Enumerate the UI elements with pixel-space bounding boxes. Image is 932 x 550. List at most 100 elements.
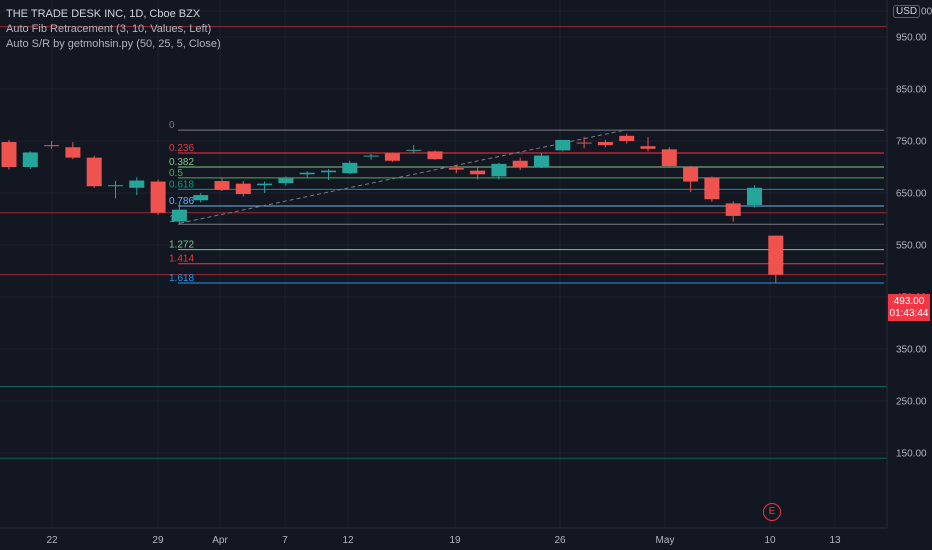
candle-body xyxy=(597,142,613,146)
currency-button[interactable]: USD xyxy=(893,5,921,18)
candle[interactable] xyxy=(65,142,81,160)
candle[interactable] xyxy=(683,165,699,192)
candle-body xyxy=(342,162,358,174)
bar-countdown: 01:43:44 xyxy=(889,308,929,319)
candle-body xyxy=(683,167,699,182)
earnings-marker[interactable]: E xyxy=(763,503,781,521)
fib-indicator-label[interactable]: Auto Fib Retracement (3, 10, Values, Lef… xyxy=(6,23,212,35)
candle-body xyxy=(171,209,187,222)
time-tick-label: 13 xyxy=(829,535,841,546)
candle[interactable] xyxy=(171,202,187,225)
price-axis: 1000.00950.00850.00750.00650.00550.00450… xyxy=(896,7,932,460)
candle[interactable] xyxy=(86,155,102,188)
candle[interactable] xyxy=(512,157,528,171)
sr-indicator-label[interactable]: Auto S/R by getmohsin.py (50, 25, 5, Clo… xyxy=(6,38,221,50)
fib-label: 1.618 xyxy=(169,273,194,284)
candle[interactable] xyxy=(427,150,443,160)
candle[interactable] xyxy=(150,179,166,215)
candle-body xyxy=(150,181,166,213)
price-tick-label: 850.00 xyxy=(896,85,927,96)
candle[interactable] xyxy=(108,181,123,199)
fib-label: 1.414 xyxy=(169,254,194,265)
candles xyxy=(1,133,784,283)
candle[interactable] xyxy=(384,152,400,162)
candle[interactable] xyxy=(725,201,741,222)
candle-body xyxy=(512,160,528,167)
candle[interactable] xyxy=(321,169,336,180)
last-price-tag: 493.00 01:43:44 xyxy=(888,294,930,321)
candle[interactable] xyxy=(597,139,613,148)
price-tick-label: 250.00 xyxy=(896,397,927,408)
candle[interactable] xyxy=(22,151,38,170)
candle[interactable] xyxy=(640,136,656,152)
time-tick-label: 29 xyxy=(152,535,164,546)
candle-body xyxy=(1,142,17,167)
candle-body xyxy=(129,180,145,188)
price-tick-label: 550.00 xyxy=(896,241,927,252)
candle-body xyxy=(235,183,251,195)
candle[interactable] xyxy=(704,176,720,202)
candle-body xyxy=(534,155,549,167)
fib-trend-line xyxy=(179,129,626,224)
price-tick-label: 350.00 xyxy=(896,345,927,356)
candle[interactable] xyxy=(363,154,379,160)
time-tick-label: 10 xyxy=(764,535,776,546)
candle[interactable] xyxy=(235,181,251,197)
candle[interactable] xyxy=(299,171,315,178)
candle[interactable] xyxy=(747,185,762,208)
time-tick-label: 12 xyxy=(342,535,354,546)
fib-label: 0.382 xyxy=(169,157,194,168)
candle[interactable] xyxy=(406,145,422,154)
candle[interactable] xyxy=(1,139,17,170)
candle[interactable] xyxy=(257,181,273,193)
candle[interactable] xyxy=(491,162,507,180)
candle[interactable] xyxy=(342,160,358,175)
candle-body xyxy=(555,139,571,151)
candle[interactable] xyxy=(619,133,635,144)
support-resistance-lines xyxy=(0,26,887,459)
candle-body xyxy=(321,170,336,173)
candle-body xyxy=(768,235,784,275)
candle-body xyxy=(108,185,123,187)
chart-legend: THE TRADE DESK INC, 1D, Cboe BZX Auto Fi… xyxy=(6,7,221,52)
time-tick-label: 26 xyxy=(554,535,566,546)
candle[interactable] xyxy=(44,141,60,149)
candle[interactable] xyxy=(129,177,145,196)
fib-label: 0.5 xyxy=(169,168,183,179)
candle[interactable] xyxy=(576,136,592,149)
candle[interactable] xyxy=(768,235,784,283)
candle-body xyxy=(193,195,209,201)
candle-body xyxy=(427,151,443,160)
candle-body xyxy=(725,203,741,216)
candle-body xyxy=(299,172,315,175)
candle-body xyxy=(470,170,486,175)
candle-body xyxy=(65,147,81,158)
candle-body xyxy=(491,163,507,177)
fib-label: 0.236 xyxy=(169,143,194,154)
candle-body xyxy=(363,155,379,157)
time-tick-label: 7 xyxy=(282,535,288,546)
candle[interactable] xyxy=(470,167,486,180)
candle[interactable] xyxy=(661,147,677,167)
candle[interactable] xyxy=(214,178,230,191)
candle-body xyxy=(619,135,635,141)
candle-body xyxy=(640,146,656,149)
candle-body xyxy=(214,181,230,190)
candle[interactable] xyxy=(555,139,571,152)
candle[interactable] xyxy=(278,176,294,186)
candle-body xyxy=(44,145,60,147)
candle-body xyxy=(448,168,464,170)
candle-body xyxy=(661,149,677,166)
candle[interactable] xyxy=(448,164,464,174)
candle-body xyxy=(384,153,400,161)
time-tick-label: 19 xyxy=(449,535,461,546)
time-tick-label: 22 xyxy=(46,535,58,546)
time-axis: 22 29 Apr 7 12 19 26 May 10 13 xyxy=(46,535,841,546)
candle[interactable] xyxy=(534,152,549,169)
time-tick-label: Apr xyxy=(212,535,228,546)
candle[interactable] xyxy=(193,193,209,203)
time-tick-label: May xyxy=(656,535,675,546)
symbol-title: THE TRADE DESK INC, 1D, Cboe BZX xyxy=(6,8,201,20)
